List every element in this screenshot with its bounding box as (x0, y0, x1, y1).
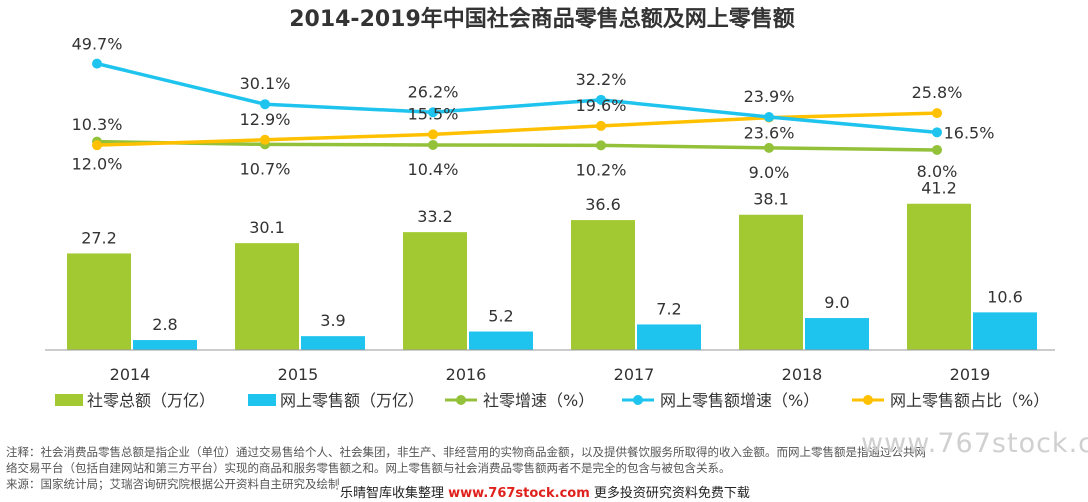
line-series-2 (96, 111, 938, 147)
bar-total-2018 (739, 214, 803, 350)
line-point-label: 49.7% (72, 35, 123, 54)
line-point (932, 108, 942, 119)
legend-marker (456, 395, 466, 405)
bar-online-2015 (301, 336, 365, 350)
line-point-label: 19.6% (576, 96, 627, 115)
legend-label: 网上零售额增速（%） (660, 391, 819, 410)
bar-label: 3.9 (320, 311, 345, 330)
line-point (428, 129, 438, 140)
line-point-label: 8.0% (917, 162, 958, 181)
line-point-label: 16.5% (944, 123, 995, 142)
bar-online-2019 (973, 312, 1037, 350)
lines-group: 12.0% 10.7% 10.4% 10.2% 9.0% 8.0% 49.7% 30.1% 26… (72, 35, 995, 182)
line-point-label: 30.1% (240, 74, 291, 93)
bars-group: 27.2 30.1 33.2 36.6 38.1 41.2 2.8 3.9 5.2 7.2 9.0 1… (67, 179, 1037, 350)
line-point-label: 10.3% (72, 115, 123, 134)
line-point-label: 15.5% (408, 104, 459, 123)
legend-label: 网上零售额占比（%） (890, 391, 1049, 410)
line-point (92, 140, 102, 151)
legend-swatch (55, 394, 83, 406)
bar-online-2014 (133, 340, 197, 350)
line-point (260, 134, 270, 145)
bar-online-2018 (805, 318, 869, 350)
x-tick-label: 2016 (446, 365, 487, 384)
line-point-label: 26.2% (408, 82, 459, 101)
bar-label: 10.6 (987, 287, 1023, 306)
legend-item: 社零增速（%） (445, 391, 594, 410)
bar-total-2017 (571, 220, 635, 350)
x-tick-label: 2018 (782, 365, 823, 384)
line-point-label: 10.4% (408, 160, 459, 179)
line-point-label: 23.6% (744, 124, 795, 143)
line-point (428, 107, 438, 118)
line-point-label: 25.8% (912, 83, 963, 102)
bar-label: 33.2 (417, 207, 453, 226)
promo-site-link[interactable]: www.767stock.com (448, 486, 590, 501)
x-tick-label: 2015 (278, 365, 319, 384)
line-point (764, 112, 774, 123)
legend-marker (633, 395, 643, 405)
line-series-1 (96, 61, 938, 135)
legend-item: 网上零售额占比（%） (852, 391, 1049, 410)
line-point (596, 140, 606, 151)
promo-banner: 乐晴智库收集整理 www.767stock.com 更多投资研究资料免费下载 (338, 485, 752, 502)
legend-swatch (248, 394, 276, 406)
line-point (764, 142, 774, 153)
promo-suffix: 更多投资研究资料免费下载 (589, 486, 750, 501)
legend-label: 社零增速（%） (483, 391, 594, 410)
line-series-0 (96, 139, 938, 152)
footnotes: 注释：社会消费品零售总额是指企业（单位）通过交易售给个人、社会集团，非生产、非经… (6, 444, 1084, 492)
note-line-2: 络交易平台（包括自建网站和第三方平台）实现的商品和服务零售额之和。网上零售额与社… (6, 461, 731, 475)
line-point-label: 32.2% (576, 70, 627, 89)
bar-label: 2.8 (152, 315, 177, 334)
line-point-label: 10.2% (576, 160, 627, 179)
chart-title: 2014-2019年中国社会商品零售总额及网上零售额 (289, 6, 795, 32)
promo-prefix: 乐晴智库收集整理 (340, 486, 449, 501)
line-point-label: 9.0% (749, 163, 790, 182)
line-point-label: 12.9% (240, 110, 291, 129)
chart: 2014-2019年中国社会商品零售总额及网上零售额 27.2 30.1 33.2 3… (45, 6, 1055, 410)
bar-label: 30.1 (249, 218, 285, 237)
bar-label: 27.2 (81, 228, 117, 247)
line-point-label: 12.0% (72, 155, 123, 174)
legend-item: 社零总额（万亿） (55, 391, 215, 410)
x-tick-labels: 2014 2015 2016 2017 2018 2019 (110, 365, 991, 384)
line-point (596, 120, 606, 131)
bar-label: 36.6 (585, 195, 621, 214)
bar-total-2014 (67, 253, 131, 350)
bar-label: 5.2 (488, 307, 513, 326)
line-point-label: 10.7% (240, 159, 291, 178)
x-tick-label: 2019 (950, 365, 991, 384)
bar-label: 38.1 (753, 190, 789, 209)
line-point (932, 144, 942, 155)
line-point (92, 58, 102, 69)
bar-total-2016 (403, 232, 467, 350)
line-point (428, 139, 438, 150)
line-point (596, 94, 606, 105)
note-line-1: 注释：社会消费品零售总额是指企业（单位）通过交易售给个人、社会集团，非生产、非经… (6, 445, 926, 459)
x-tick-label: 2014 (110, 365, 151, 384)
bar-online-2017 (637, 324, 701, 350)
bar-label: 9.0 (824, 293, 849, 312)
bar-label: 7.2 (656, 299, 681, 318)
x-tick-label: 2017 (614, 365, 655, 384)
watermark: www.767stock.c (861, 428, 1088, 459)
legend-label: 网上零售额（万亿） (280, 391, 424, 410)
line-point (260, 99, 270, 110)
legend-item: 网上零售额（万亿） (248, 391, 424, 410)
legend-marker (863, 395, 873, 405)
bar-total-2019 (907, 203, 971, 350)
bar-online-2016 (469, 331, 533, 350)
bar-total-2015 (235, 243, 299, 350)
line-point (932, 127, 942, 138)
legend-item: 网上零售额增速（%） (622, 391, 819, 410)
source-line: 来源：国家统计局；艾瑞咨询研究院根据公开资料自主研究及绘制。 (6, 477, 351, 491)
legend-label: 社零总额（万亿） (87, 391, 215, 410)
line-point-label: 23.9% (744, 87, 795, 106)
bar-label: 41.2 (921, 179, 957, 198)
legend: 社零总额（万亿） 网上零售额（万亿） 社零增速（%） 网上零售额增速（%） 网上零售额占… (55, 391, 1049, 410)
